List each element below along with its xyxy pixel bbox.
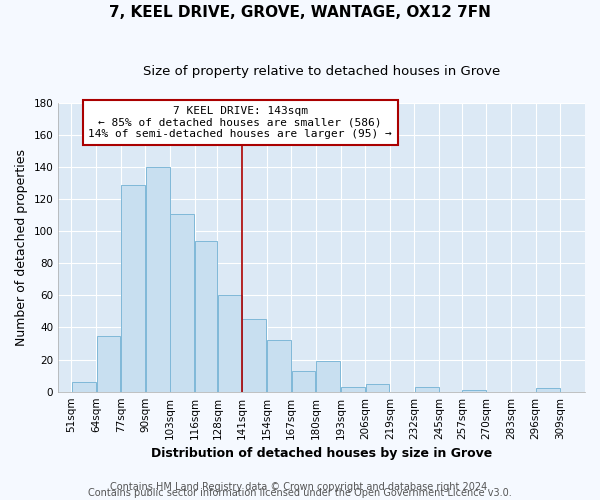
Bar (267, 340, 291, 392)
Bar (536, 388, 560, 392)
Y-axis label: Number of detached properties: Number of detached properties (15, 148, 28, 346)
Bar (242, 320, 266, 392)
Bar (170, 214, 194, 392)
Bar (97, 336, 120, 392)
Title: Size of property relative to detached houses in Grove: Size of property relative to detached ho… (143, 65, 500, 78)
Text: 7, KEEL DRIVE, GROVE, WANTAGE, OX12 7FN: 7, KEEL DRIVE, GROVE, WANTAGE, OX12 7FN (109, 5, 491, 20)
Bar (218, 296, 242, 392)
Bar (365, 384, 389, 392)
Bar (121, 184, 145, 392)
Text: 7 KEEL DRIVE: 143sqm
← 85% of detached houses are smaller (586)
14% of semi-deta: 7 KEEL DRIVE: 143sqm ← 85% of detached h… (88, 106, 392, 139)
Text: Contains HM Land Registry data © Crown copyright and database right 2024.: Contains HM Land Registry data © Crown c… (110, 482, 490, 492)
Bar (316, 361, 340, 392)
Bar (195, 241, 217, 392)
Bar (72, 382, 95, 392)
Bar (415, 387, 439, 392)
Text: Contains public sector information licensed under the Open Government Licence v3: Contains public sector information licen… (88, 488, 512, 498)
Bar (292, 371, 316, 392)
Bar (341, 387, 365, 392)
X-axis label: Distribution of detached houses by size in Grove: Distribution of detached houses by size … (151, 447, 492, 460)
Bar (462, 390, 486, 392)
Bar (146, 167, 170, 392)
